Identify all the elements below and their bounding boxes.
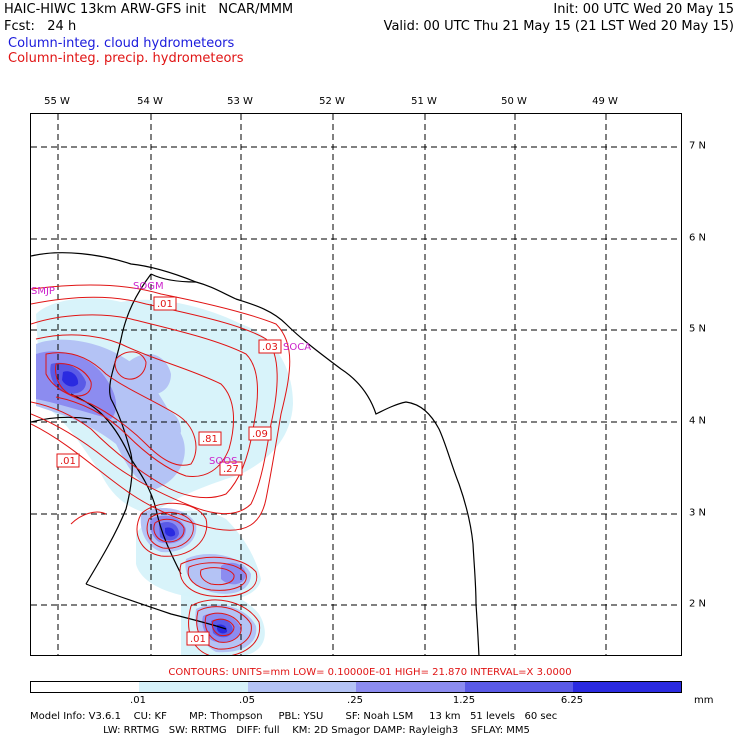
coastline xyxy=(31,252,480,655)
precip-contours xyxy=(31,284,291,655)
contours-info: CONTOURS: UNITS=mm LOW= 0.10000E-01 HIGH… xyxy=(168,667,572,678)
station-label: SOGM xyxy=(133,281,164,292)
border-line xyxy=(70,393,182,575)
lat-label: 4 N xyxy=(689,415,707,427)
precip-field-label: Column-integ. precip. hydrometeors xyxy=(8,51,244,66)
contour-label: .01 xyxy=(60,456,76,467)
colorbar-unit: mm xyxy=(694,695,714,706)
title-left: HAIC-HIWC 13km ARW-GFS init NCAR/MMM xyxy=(4,2,294,17)
latlon-grid xyxy=(31,114,681,655)
valid-time: Valid: 00 UTC Thu 21 May 15 (21 LST Wed … xyxy=(383,19,734,34)
colorbar-label: 6.25 xyxy=(560,695,584,706)
shade-region xyxy=(151,410,181,443)
colorbar-swatch xyxy=(31,682,139,692)
cloud-shading xyxy=(36,298,293,655)
colorbar xyxy=(30,681,682,693)
shade-region xyxy=(62,371,79,387)
lat-label: 2 N xyxy=(689,598,707,610)
contour-label: .03 xyxy=(262,342,278,353)
colorbar-swatch xyxy=(248,682,356,692)
border-line xyxy=(85,583,227,630)
lat-label: 3 N xyxy=(689,507,707,519)
border-line xyxy=(85,273,152,585)
shade-region xyxy=(165,527,176,537)
init-time: Init: 00 UTC Wed 20 May 15 xyxy=(553,2,734,17)
colorbar-swatch xyxy=(139,682,248,692)
contour-label: .01 xyxy=(157,299,173,310)
model-info-line1: Model Info: V3.6.1 CU: KF MP: Thompson P… xyxy=(30,711,558,722)
lon-label: 49 W xyxy=(592,96,618,107)
cloud-field-label: Column-integ. cloud hydrometeors xyxy=(8,36,235,51)
lon-label: 55 W xyxy=(44,96,70,107)
colorbar-swatch xyxy=(465,682,573,692)
colorbar-label: .01 xyxy=(130,695,146,706)
colorbar-swatch xyxy=(573,682,681,692)
model-info-line2: LW: RRTMG SW: RRTMG DIFF: full KM: 2D Sm… xyxy=(30,725,530,736)
river-line xyxy=(150,273,197,283)
lon-label: 51 W xyxy=(411,96,437,107)
station-label: SMJP xyxy=(31,286,55,297)
contour-label: .81 xyxy=(202,434,218,445)
station-label: SOOS xyxy=(209,456,237,467)
contour-label: .01 xyxy=(190,634,206,645)
shade-region xyxy=(126,353,171,395)
lat-label: 5 N xyxy=(689,323,707,335)
map-panel[interactable]: .01 .03 .09 .81 .27 .01 .01 SMJP SOGM SO… xyxy=(30,113,682,656)
lon-label: 52 W xyxy=(319,96,345,107)
contour-label: .27 xyxy=(223,464,239,475)
lat-label: 6 N xyxy=(689,232,707,244)
lon-label: 54 W xyxy=(137,96,163,107)
lon-label: 50 W xyxy=(501,96,527,107)
colorbar-label: 1.25 xyxy=(452,695,476,706)
map-svg: .01 .03 .09 .81 .27 .01 .01 SMJP SOGM SO… xyxy=(31,114,681,655)
contour-label-group: .01 .03 .09 .81 .27 .01 .01 xyxy=(56,296,282,646)
border-line xyxy=(31,416,92,423)
station-label: SOCA xyxy=(283,342,311,353)
colorbar-swatch xyxy=(356,682,465,692)
station-group: SMJP SOGM SOCA SOOS xyxy=(31,281,311,467)
lat-label: 7 N xyxy=(689,140,707,152)
forecast-hour: Fcst: 24 h xyxy=(4,19,77,34)
colorbar-label: .05 xyxy=(239,695,255,706)
contour-label: .09 xyxy=(252,429,268,440)
boundaries xyxy=(31,252,480,655)
lon-label: 53 W xyxy=(227,96,253,107)
colorbar-label: .25 xyxy=(347,695,363,706)
